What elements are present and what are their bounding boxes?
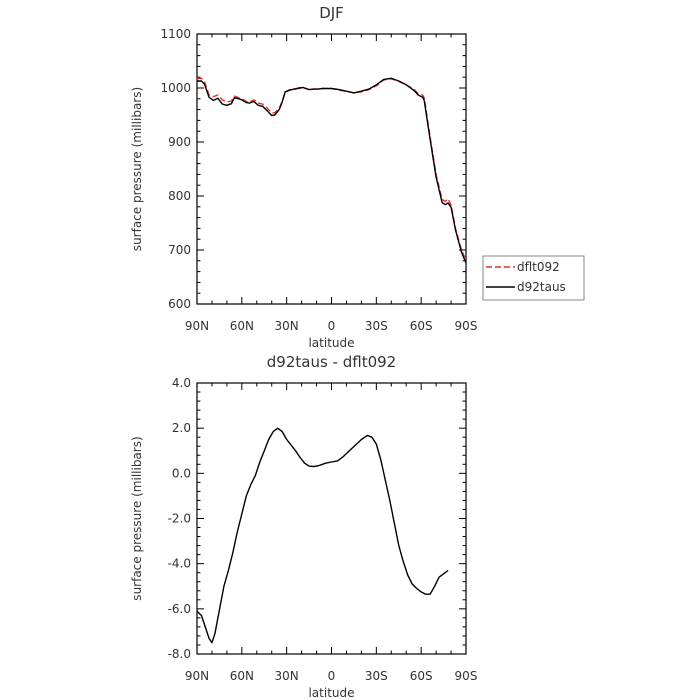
plot-frame [196,382,467,655]
plot-frame [196,33,467,305]
y-axis-label: surface pressure (millibars) [130,436,144,600]
x-axis-label: latitude [308,686,354,700]
y-tick-label: 600 [168,297,191,311]
x-tick-label: 90S [455,669,478,683]
x-tick-label: 90N [185,669,209,683]
chart-difference: d92taus - dflt092 -8.0 -6.0 -4.0 -2.0 0.0 2.0 4… [130,353,477,700]
y-tick-label: -2.0 [168,512,191,526]
x-tick-label: 30S [365,669,388,683]
x-tick-label: 0 [328,669,336,683]
x-tick-label: 30N [275,669,299,683]
chart-title: DJF [319,4,344,22]
x-tick-label: 90N [185,319,209,333]
legend-label: d92taus [517,280,566,294]
legend-label: dflt092 [517,260,560,274]
x-axis-label: latitude [308,336,354,350]
y-tick-label: 900 [168,135,191,149]
y-tick-label: 4.0 [172,376,191,390]
x-tick-label: 0 [328,319,336,333]
y-tick-label: -8.0 [168,647,191,661]
x-tick-label: 60S [410,669,433,683]
y-tick-label: -4.0 [168,557,191,571]
x-tick-label: 30S [365,319,388,333]
series-line-d92taus [197,77,467,264]
y-tick-label: -6.0 [168,602,191,616]
chart-djf: DJF 600 700 800 900 1000 1100 90N 60N 30N 0 30S 60S 9… [130,4,585,350]
y-tick-label: 0.0 [172,466,191,480]
x-tick-label: 60N [230,669,254,683]
y-tick-label: 1100 [160,27,191,41]
y-tick-label: 800 [168,189,191,203]
y-tick-label: 2.0 [172,421,191,435]
y-tick-label: 1000 [160,81,191,95]
x-tick-label: 60N [230,319,254,333]
chart-title: d92taus - dflt092 [267,353,396,371]
y-axis-label: surface pressure (millibars) [130,87,144,251]
series-line [196,427,449,644]
x-tick-label: 30N [275,319,299,333]
x-tick-label: 90S [455,319,478,333]
legend-box [482,255,585,301]
x-tick-label: 60S [410,319,433,333]
y-tick-label: 700 [168,243,191,257]
